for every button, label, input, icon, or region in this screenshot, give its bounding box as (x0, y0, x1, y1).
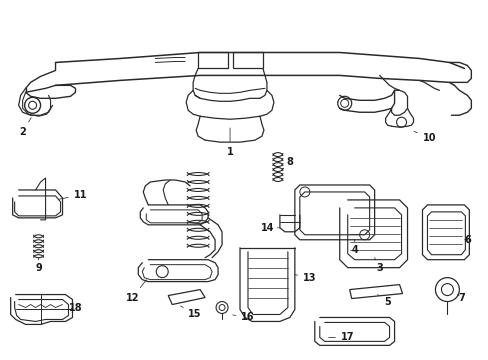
Text: 15: 15 (180, 306, 202, 319)
Text: 13: 13 (294, 273, 316, 283)
Text: 18: 18 (68, 302, 82, 312)
Text: 9: 9 (35, 258, 42, 273)
Text: 17: 17 (328, 332, 354, 342)
Text: 3: 3 (374, 258, 382, 273)
Text: 10: 10 (413, 131, 435, 143)
Text: 6: 6 (463, 235, 470, 245)
Text: 16: 16 (232, 312, 254, 323)
Text: 4: 4 (350, 240, 357, 255)
Text: 14: 14 (261, 223, 279, 233)
Text: 8: 8 (281, 157, 293, 170)
Text: 11: 11 (58, 190, 87, 200)
Text: 1: 1 (226, 128, 233, 157)
Text: 12: 12 (125, 280, 146, 302)
Text: 7: 7 (456, 293, 464, 302)
Text: 2: 2 (19, 118, 31, 137)
Text: 5: 5 (377, 294, 390, 306)
